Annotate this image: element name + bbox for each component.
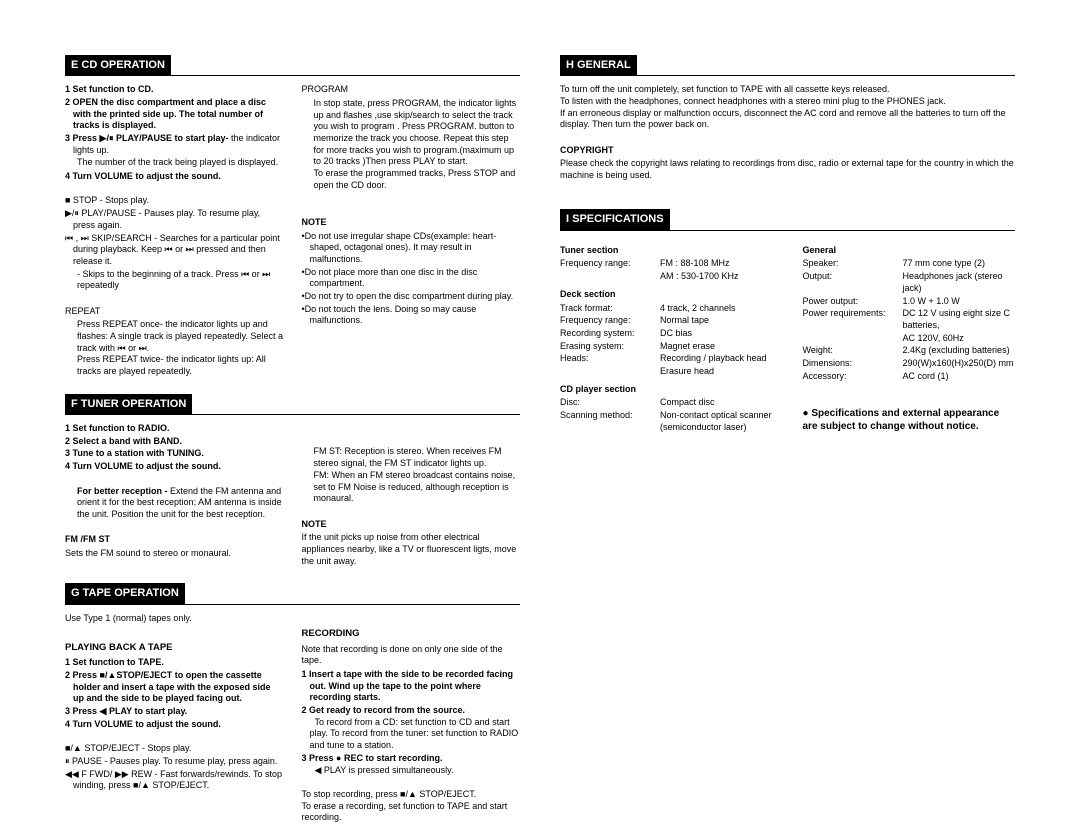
g-rec-step: 2 Get ready to record from the source. T…: [302, 705, 521, 752]
section-e-left: 1 Set function to CD. 2 OPEN the disc co…: [65, 84, 284, 380]
spec-cd-title: CD player section: [560, 384, 773, 396]
spec-right: General Speaker:77 mm cone type (2) Outp…: [803, 239, 1016, 435]
f-step: 3 Tune to a station with TUNING.: [65, 448, 284, 460]
e-step: 2 OPEN the disc compartment and place a …: [65, 97, 284, 132]
e-step: 1 Set function to CD.: [65, 84, 284, 96]
g-step: 1 Set function to TAPE.: [65, 657, 284, 669]
section-f-title: F TUNER OPERATION: [65, 394, 192, 414]
g-step: 3 Press ◀ PLAY to start play.: [65, 706, 284, 718]
spec-left: Tuner section Frequency range:FM : 88-10…: [560, 239, 773, 435]
spec-row: Frequency range:Normal tape: [560, 315, 773, 327]
spec-row: Weight:2.4Kg (excluding batteries): [803, 345, 1016, 357]
spec-row: Dimensions:290(W)x160(H)x250(D) mm: [803, 358, 1016, 370]
e-item: ▶/⏸ PLAY/PAUSE - Pauses play. To resume …: [65, 208, 284, 231]
g-rec-footer: To stop recording, press ■/▲ STOP/EJECT.…: [302, 789, 521, 824]
section-g-left: Use Type 1 (normal) tapes only. PLAYING …: [65, 613, 284, 826]
f-right-body: FM ST: Reception is stereo. When receive…: [302, 446, 521, 504]
section-f-body: 1 Set function to RADIO. 2 Select a band…: [65, 423, 520, 569]
spec-row: Speaker:77 mm cone type (2): [803, 258, 1016, 270]
f-reception: For better reception - Extend the FM ant…: [65, 486, 284, 521]
spec-row: Erasure head: [560, 366, 773, 378]
e-step: 4 Turn VOLUME to adjust the sound.: [65, 171, 284, 183]
spec-row: AM : 530-1700 KHz: [560, 271, 773, 283]
spec-row: Heads:Recording / playback head: [560, 353, 773, 365]
e-program-body: In stop state, press PROGRAM, the indica…: [302, 98, 521, 192]
e-note: •Do not touch the lens. Doing so may cau…: [302, 304, 521, 327]
spec-row: Scanning method:Non-contact optical scan…: [560, 410, 773, 433]
section-f-header: F TUNER OPERATION: [65, 394, 520, 415]
page: E CD OPERATION 1 Set function to CD. 2 O…: [65, 55, 1015, 840]
section-h-title: H GENERAL: [560, 55, 637, 75]
e-note: •Do not use irregular shape CDs(example:…: [302, 231, 521, 266]
g-step: 2 Press ■/▲STOP/EJECT to open the casset…: [65, 670, 284, 705]
spec-notice: ● Specifications and external appearance…: [803, 407, 1016, 433]
e-item: ⏮ , ⏭ SKIP/SEARCH - Searches for a parti…: [65, 233, 284, 268]
f-fmst-title: FM /FM ST: [65, 534, 284, 546]
right-column: H GENERAL To turn off the unit completel…: [560, 55, 1015, 840]
g-step: 4 Turn VOLUME to adjust the sound.: [65, 719, 284, 731]
e-item: ■ STOP - Stops play.: [65, 195, 284, 207]
e-repeat-body: Press REPEAT once- the indicator lights …: [65, 319, 284, 377]
h-copyright-body: Please check the copyright laws relating…: [560, 158, 1015, 181]
e-program-title: PROGRAM: [302, 84, 521, 96]
section-e-right: PROGRAM In stop state, press PROGRAM, th…: [302, 84, 521, 380]
f-note-title: NOTE: [302, 519, 521, 531]
f-step: 4 Turn VOLUME to adjust the sound.: [65, 461, 284, 473]
e-step-detail: The number of the track being played is …: [65, 157, 284, 169]
e-note-title: NOTE: [302, 217, 521, 229]
spec-row: Output:Headphones jack (stereo jack): [803, 271, 1016, 294]
f-step: 1 Set function to RADIO.: [65, 423, 284, 435]
section-f-right: FM ST: Reception is stereo. When receive…: [302, 423, 521, 569]
section-i-body: Tuner section Frequency range:FM : 88-10…: [560, 239, 1015, 435]
spec-row: Recording system:DC bias: [560, 328, 773, 340]
h-copyright-title: COPYRIGHT: [560, 145, 1015, 157]
section-h-body: To turn off the unit completely, set fun…: [560, 84, 1015, 184]
spec-row: AC 120V, 60Hz: [803, 333, 1016, 345]
spec-row: Power output:1.0 W + 1.0 W: [803, 296, 1016, 308]
spec-row: Frequency range:FM : 88-108 MHz: [560, 258, 773, 270]
spec-deck-title: Deck section: [560, 289, 773, 301]
section-g-header: G TAPE OPERATION: [65, 583, 520, 604]
spec-row: Disc:Compact disc: [560, 397, 773, 409]
e-item: - Skips to the beginning of a track. Pre…: [65, 269, 284, 292]
spec-row: Erasing system:Magnet erase: [560, 341, 773, 353]
h-body: To turn off the unit completely, set fun…: [560, 84, 1015, 131]
g-rec-step: 1 Insert a tape with the side to be reco…: [302, 669, 521, 704]
f-fmst-body: Sets the FM sound to stereo or monaural.: [65, 548, 284, 560]
e-repeat-title: REPEAT: [65, 306, 284, 318]
g-intro: Use Type 1 (normal) tapes only.: [65, 613, 284, 625]
spec-tuner-title: Tuner section: [560, 245, 773, 257]
section-g-body: Use Type 1 (normal) tapes only. PLAYING …: [65, 613, 520, 826]
g-item: ■/▲ STOP/EJECT - Stops play.: [65, 743, 284, 755]
spec-row: Accessory:AC cord (1): [803, 371, 1016, 383]
section-h-header: H GENERAL: [560, 55, 1015, 76]
spec-row: Track format:4 track, 2 channels: [560, 303, 773, 315]
g-rec-intro: Note that recording is done on only one …: [302, 644, 521, 667]
spec-gen-title: General: [803, 245, 1016, 257]
left-column: E CD OPERATION 1 Set function to CD. 2 O…: [65, 55, 520, 840]
section-e-title: E CD OPERATION: [65, 55, 171, 75]
section-g-right: RECORDING Note that recording is done on…: [302, 613, 521, 826]
e-note: •Do not place more than one disc in the …: [302, 267, 521, 290]
spec-row: Power requirements:DC 12 V using eight s…: [803, 308, 1016, 331]
f-note-body: If the unit picks up noise from other el…: [302, 532, 521, 567]
section-i-header: I SPECIFICATIONS: [560, 209, 1015, 230]
e-step: 3 Press ▶/⏸ PLAY/PAUSE to start play- th…: [65, 133, 284, 156]
g-rec-step: 3 Press ● REC to start recording. ◀ PLAY…: [302, 753, 521, 776]
g-playing-title: PLAYING BACK A TAPE: [65, 642, 284, 654]
section-e-header: E CD OPERATION: [65, 55, 520, 76]
f-step: 2 Select a band with BAND.: [65, 436, 284, 448]
g-rec-title: RECORDING: [302, 628, 521, 640]
section-i-title: I SPECIFICATIONS: [560, 209, 670, 229]
e-note: •Do not try to open the disc compartment…: [302, 291, 521, 303]
section-f-left: 1 Set function to RADIO. 2 Select a band…: [65, 423, 284, 569]
section-e-body: 1 Set function to CD. 2 OPEN the disc co…: [65, 84, 520, 380]
g-item: ◀◀ F FWD/ ▶▶ REW - Fast forwards/rewinds…: [65, 769, 284, 792]
section-g-title: G TAPE OPERATION: [65, 583, 185, 603]
